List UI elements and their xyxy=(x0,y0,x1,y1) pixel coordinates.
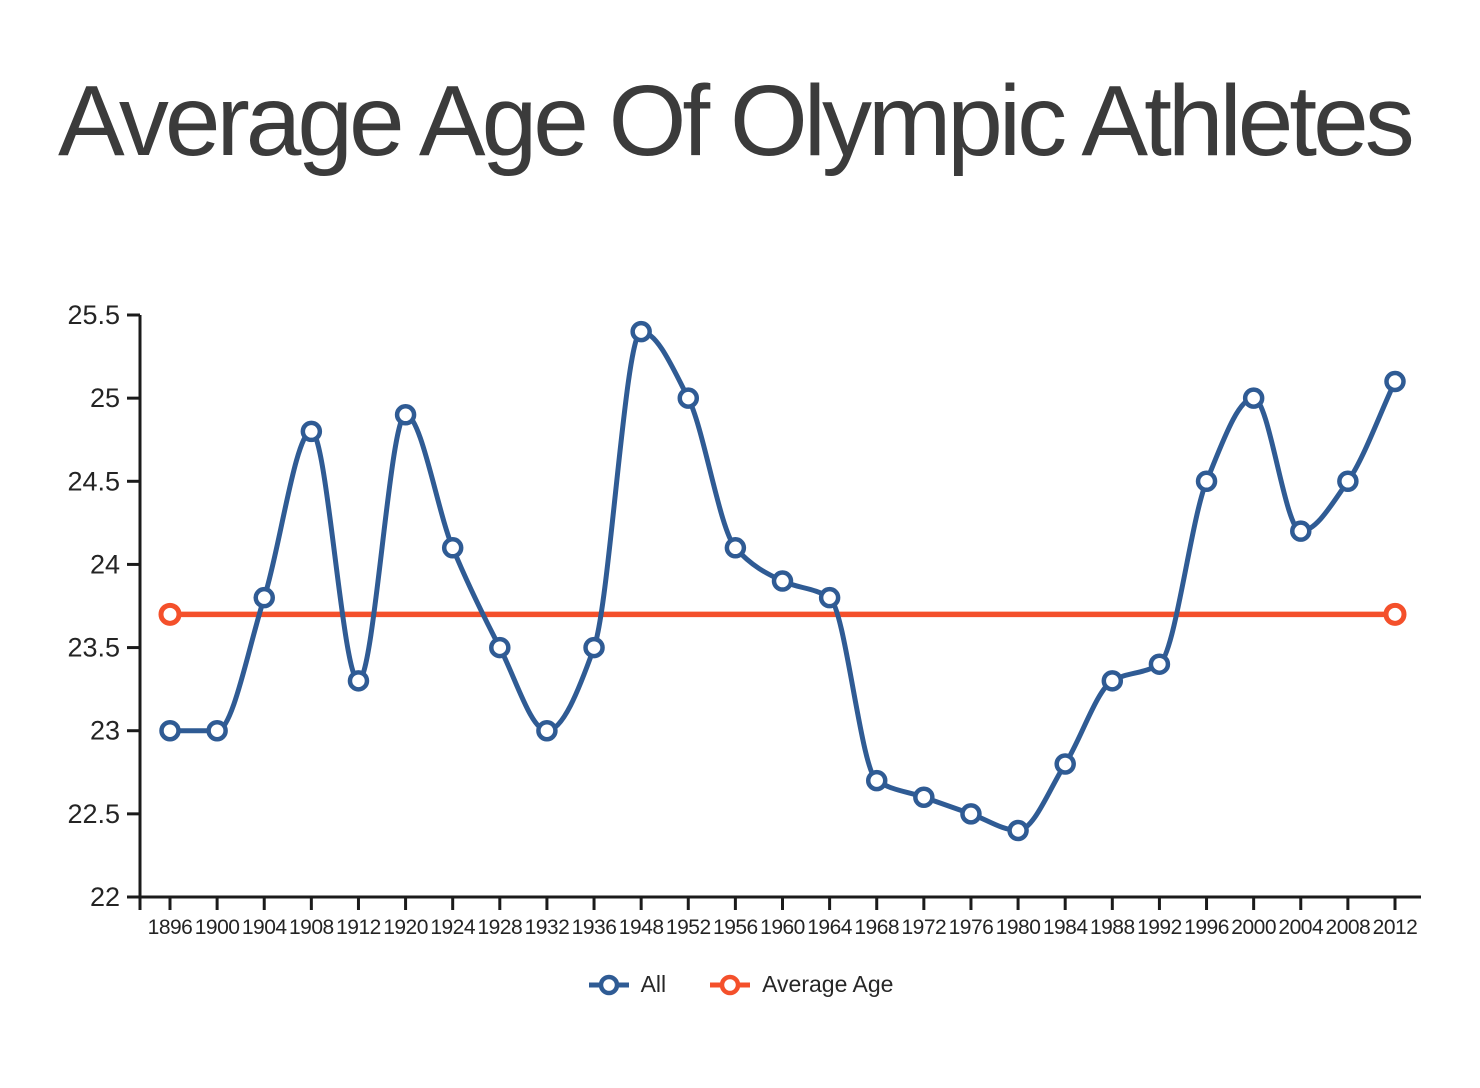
x-axis-label: 1936 xyxy=(572,916,617,939)
data-point-marker xyxy=(1384,370,1406,393)
data-point-marker xyxy=(394,404,417,426)
x-axis-label: 1932 xyxy=(525,916,570,939)
x-axis-label: 1980 xyxy=(996,916,1041,939)
legend-label-all: All xyxy=(640,971,667,997)
legend-marker-all-icon xyxy=(588,974,629,995)
data-point-marker xyxy=(206,719,228,742)
x-axis-label: 1996 xyxy=(1184,916,1229,939)
x-axis-label: 2004 xyxy=(1278,916,1324,939)
y-axis-label: 24 xyxy=(90,549,120,579)
chart-title: Average Age Of Olympic Athletes xyxy=(58,65,1415,177)
legend-item-average-age[interactable]: Average Age xyxy=(708,971,893,998)
data-point-marker xyxy=(630,320,652,343)
x-axis-label: 1908 xyxy=(289,916,334,939)
data-point-marker xyxy=(960,803,982,825)
x-axis-label: 1952 xyxy=(666,916,711,939)
data-point-marker xyxy=(724,537,747,559)
y-axis-label: 22.5 xyxy=(67,799,120,829)
legend-item-all[interactable]: All xyxy=(587,971,667,998)
x-axis-label: 1960 xyxy=(760,916,805,939)
x-axis-label: 1972 xyxy=(901,916,946,939)
y-axis-label: 23.5 xyxy=(67,633,120,663)
x-axis-label: 1896 xyxy=(148,916,193,939)
x-axis-label: 1912 xyxy=(336,916,381,939)
x-axis-label: 1964 xyxy=(807,916,853,939)
data-point-marker xyxy=(1148,653,1171,675)
data-point-marker xyxy=(253,586,275,609)
x-axis-label: 2012 xyxy=(1373,916,1418,939)
x-axis-label: 1900 xyxy=(195,916,240,939)
x-axis-label: 1992 xyxy=(1137,916,1182,939)
x-axis-label: 1984 xyxy=(1043,916,1089,939)
legend: All Average Age xyxy=(0,971,1480,998)
data-point-marker xyxy=(536,719,558,742)
y-axis-label: 25 xyxy=(90,383,120,413)
y-axis-label: 23 xyxy=(90,716,120,746)
x-axis-label: 1904 xyxy=(242,916,288,939)
data-point-marker xyxy=(771,570,794,592)
data-point-marker xyxy=(818,586,841,609)
y-axis-label: 25.5 xyxy=(67,300,120,330)
data-point-marker xyxy=(1337,470,1359,493)
data-point-marker xyxy=(583,636,605,659)
data-point-marker xyxy=(300,420,323,443)
x-axis-label: 1928 xyxy=(477,916,522,939)
x-axis-label: 1956 xyxy=(713,916,758,939)
legend-label-average-age: Average Age xyxy=(762,971,894,997)
x-axis-label: 1920 xyxy=(383,916,428,939)
x-axis-label: 2000 xyxy=(1231,916,1276,939)
y-axis-label: 22 xyxy=(90,882,120,912)
data-point-marker xyxy=(347,670,370,692)
legend-marker-average-age-icon xyxy=(710,974,751,995)
y-axis-label: 24.5 xyxy=(67,466,120,496)
data-point-marker xyxy=(1007,819,1029,842)
data-point-marker xyxy=(1290,520,1312,542)
data-point-marker xyxy=(1101,670,1124,692)
data-point-marker xyxy=(913,786,935,808)
x-axis-label: 1948 xyxy=(619,916,664,939)
data-point-marker xyxy=(1195,470,1218,493)
data-point-marker xyxy=(1242,387,1265,409)
x-axis-label: 1976 xyxy=(949,916,994,939)
average-age-end-marker xyxy=(1383,602,1407,626)
data-point-marker xyxy=(865,769,888,792)
data-point-marker xyxy=(489,636,511,659)
average-age-end-marker xyxy=(158,602,182,626)
data-point-marker xyxy=(1054,753,1076,775)
x-axis-label: 1988 xyxy=(1090,916,1135,939)
data-point-marker xyxy=(441,537,464,559)
x-axis-label: 2008 xyxy=(1326,916,1371,939)
x-axis-label: 1968 xyxy=(854,916,899,939)
data-point-marker xyxy=(677,387,700,409)
x-axis-label: 1924 xyxy=(430,916,476,939)
data-point-marker xyxy=(159,719,181,742)
